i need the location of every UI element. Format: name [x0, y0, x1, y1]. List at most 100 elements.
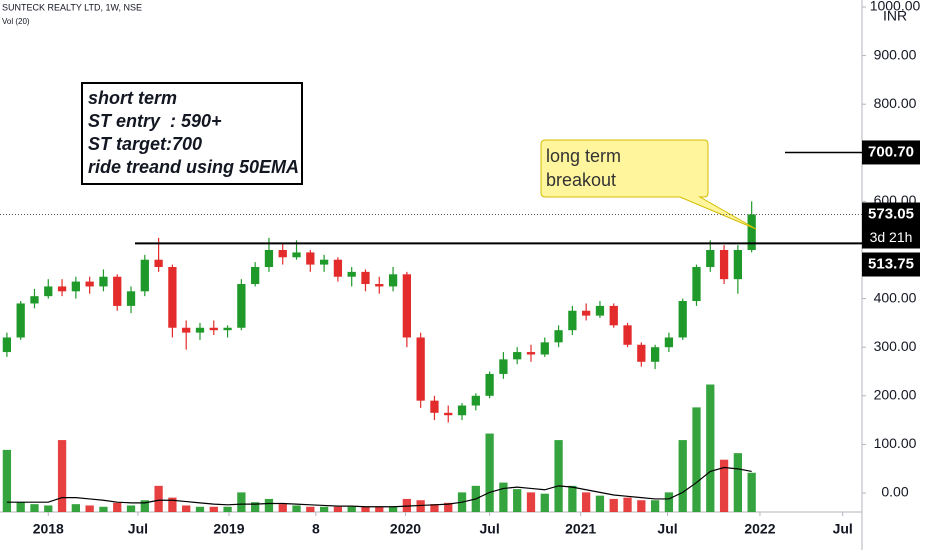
candle-body — [747, 214, 756, 250]
volume-bar — [540, 493, 549, 512]
volume-bar — [650, 500, 660, 512]
candle-body — [57, 286, 67, 292]
candle-body — [595, 305, 605, 316]
candle-body — [733, 250, 743, 280]
volume-bar — [692, 407, 701, 512]
candle-body — [554, 330, 563, 343]
volume-bar — [609, 498, 618, 512]
candle-body — [306, 252, 315, 265]
volume-bar — [719, 459, 729, 512]
volume-bar — [319, 506, 329, 512]
candle-body — [30, 296, 39, 304]
candle-body — [416, 337, 425, 401]
candle-body — [706, 250, 715, 268]
x-tick-label: 2020 — [390, 521, 421, 537]
candle-body — [347, 271, 356, 277]
candle-body — [16, 303, 25, 338]
volume-bar — [664, 492, 674, 512]
candle-body — [292, 252, 301, 258]
callout-line: long term — [546, 146, 621, 166]
volume-bar — [595, 495, 605, 512]
volume-bar — [71, 504, 80, 512]
resistance-price-label: 513.75 — [868, 255, 914, 272]
last-price-label: 573.05 — [868, 205, 914, 222]
candle-body — [664, 337, 674, 348]
candle-body — [99, 276, 108, 287]
note-line: ST entry : 590+ — [88, 111, 222, 131]
candle-body — [375, 284, 384, 287]
volume-bar — [513, 489, 522, 512]
candle-body — [637, 344, 646, 362]
candle-body — [85, 281, 94, 287]
candle-body — [623, 325, 632, 345]
candle-body — [2, 337, 12, 353]
candle-body — [719, 250, 729, 280]
volume-bar — [99, 506, 108, 512]
candle-body — [499, 359, 508, 374]
volume-bar — [747, 472, 756, 512]
volume-bar — [582, 492, 591, 512]
volume-bar — [85, 505, 94, 512]
candle-body — [278, 250, 287, 258]
y-tick-label: 200.00 — [874, 387, 917, 403]
volume-bar — [223, 506, 232, 512]
volume-bar — [678, 440, 687, 512]
note-line: ride treand using 50EMA — [88, 157, 299, 177]
volume-bar — [113, 502, 122, 512]
candle-body — [168, 267, 177, 328]
candle-body — [154, 259, 163, 268]
candle-body — [526, 352, 536, 355]
volume-bar — [278, 504, 287, 512]
target-price-label-box — [862, 140, 920, 165]
target-price-label: 700.70 — [868, 143, 914, 160]
volume-bar — [554, 440, 563, 512]
volume-bar — [292, 505, 301, 512]
candle-body — [71, 281, 80, 292]
candle-body — [182, 327, 191, 333]
volume-bar — [251, 502, 260, 512]
candle-body — [457, 405, 467, 416]
volume-bar — [416, 500, 425, 512]
y-tick-label: 100.00 — [874, 435, 917, 451]
x-tick-label: Jul — [833, 521, 853, 537]
candle-body — [264, 250, 274, 268]
volume-bar — [361, 506, 370, 512]
volume-bar — [706, 384, 715, 512]
volume-bar — [306, 506, 315, 512]
candle-body — [430, 400, 439, 413]
volume-bar — [237, 492, 246, 512]
candle-body — [209, 327, 218, 331]
y-tick-label: 900.00 — [874, 46, 917, 62]
candle-body — [609, 305, 618, 326]
resistance-price-label-box — [862, 252, 920, 277]
y-tick-label: 1000.00 — [870, 0, 921, 14]
candle-body — [140, 259, 149, 292]
y-tick-label: 0.00 — [881, 484, 908, 500]
volume-bar — [347, 506, 356, 512]
volume-bar — [568, 485, 577, 512]
y-tick-label: 400.00 — [874, 289, 917, 305]
candle-body — [471, 395, 480, 406]
volume-bar — [388, 506, 398, 512]
volume-bar — [168, 497, 177, 512]
candle-body — [333, 259, 343, 277]
candle-body — [540, 342, 549, 355]
callout-line: breakout — [546, 170, 616, 190]
candle-body — [126, 291, 136, 306]
note-line: short term — [88, 88, 177, 108]
volume-bar — [209, 506, 218, 512]
countdown-box — [862, 226, 920, 249]
note-line: ST target:700 — [88, 134, 202, 154]
last-price-label-box — [862, 202, 920, 227]
candle-body — [223, 327, 232, 331]
volume-bar — [182, 505, 191, 512]
volume-bar — [623, 497, 632, 512]
candle-body — [388, 274, 398, 287]
volume-bar — [140, 500, 149, 512]
volume-bar — [499, 482, 508, 512]
candle-body — [582, 310, 591, 316]
volume-bar — [2, 449, 12, 512]
volume-bar — [375, 506, 384, 512]
